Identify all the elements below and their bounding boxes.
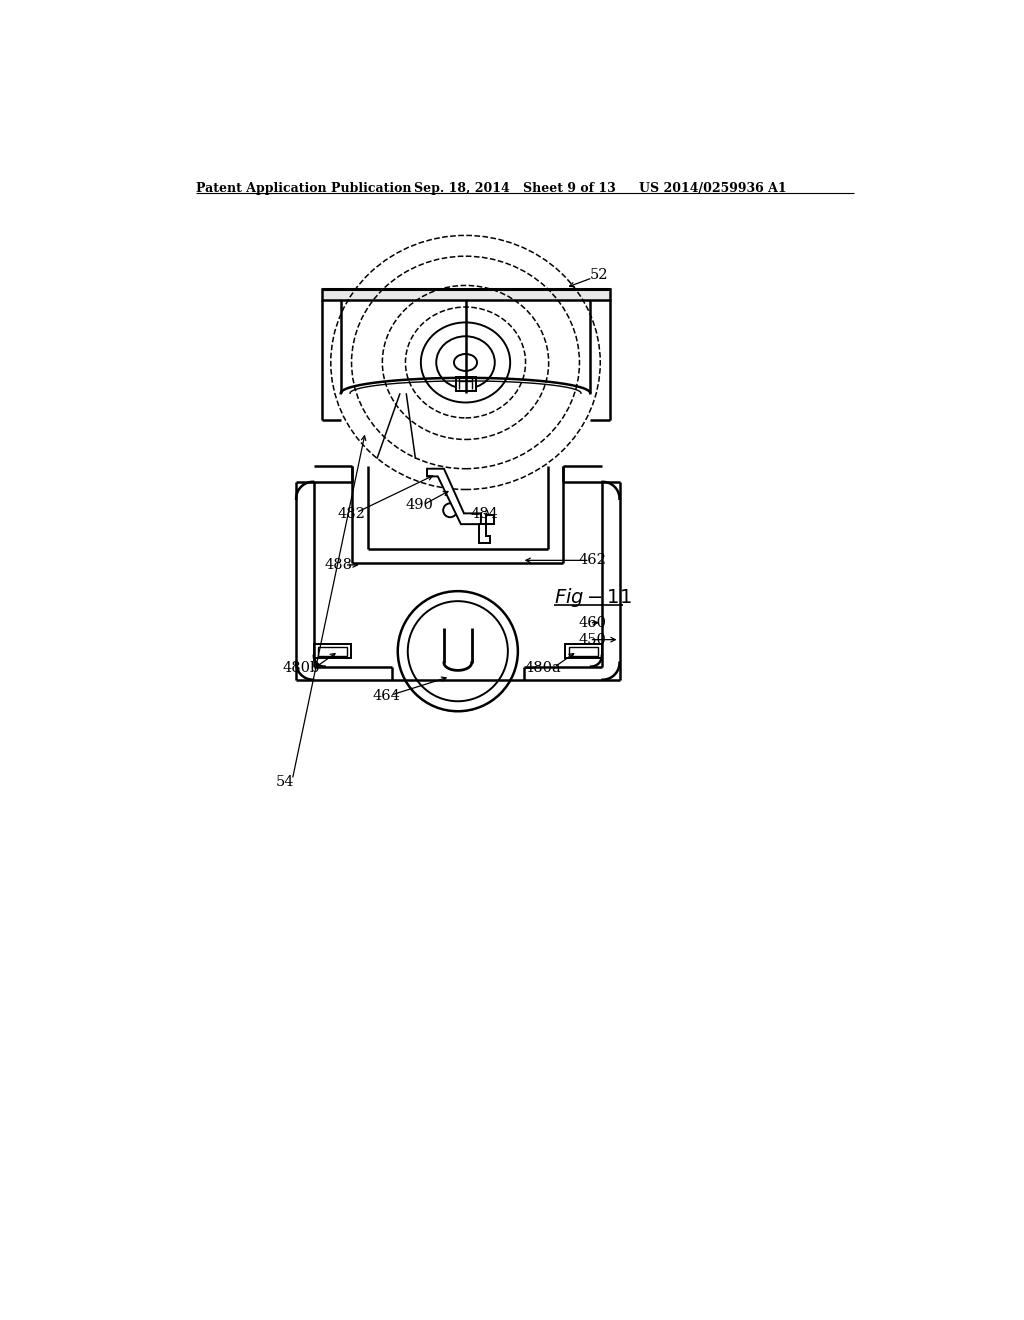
Text: 464: 464 [373,689,400,702]
Text: 460: 460 [579,615,606,630]
Bar [313,644,351,659]
Ellipse shape [436,337,495,388]
Polygon shape [427,469,481,524]
Text: 52: 52 [590,268,608,282]
Text: 480b: 480b [283,661,321,675]
Text: 480a: 480a [524,661,561,675]
Text: 482: 482 [338,507,366,521]
Ellipse shape [454,354,477,371]
Text: 462: 462 [579,553,606,568]
Text: 450: 450 [579,632,606,647]
Text: 484: 484 [471,507,499,521]
Polygon shape [478,515,494,544]
Circle shape [408,601,508,701]
Bar [322,289,609,300]
Text: 54: 54 [275,775,294,789]
Text: US 2014/0259936 A1: US 2014/0259936 A1 [639,182,786,194]
Bar [565,644,602,659]
Bar [456,378,475,391]
Circle shape [397,591,518,711]
Text: 488: 488 [325,558,352,572]
Text: Patent Application Publication: Patent Application Publication [196,182,412,194]
Text: Sep. 18, 2014: Sep. 18, 2014 [414,182,510,194]
Text: 490: 490 [406,498,433,512]
Ellipse shape [421,322,510,403]
Circle shape [443,503,457,517]
Text: $\it{Fig-11}$: $\it{Fig-11}$ [554,586,632,609]
Text: Sheet 9 of 13: Sheet 9 of 13 [523,182,616,194]
Bar [317,647,347,656]
Bar [568,647,598,656]
